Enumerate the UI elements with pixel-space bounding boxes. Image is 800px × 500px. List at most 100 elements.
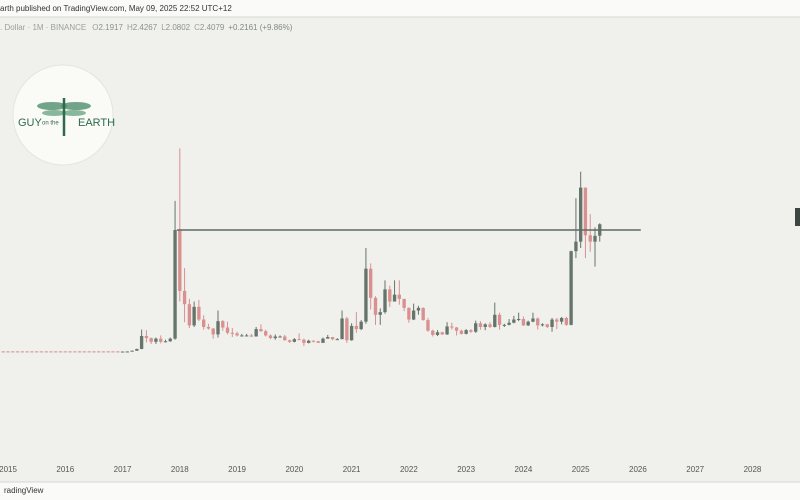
candle-body xyxy=(197,306,201,320)
candle-body xyxy=(321,338,325,343)
candle-body xyxy=(30,351,34,353)
logo-text: EARTH xyxy=(78,117,115,129)
candle-body xyxy=(345,318,349,341)
candle-body xyxy=(392,294,397,302)
candle-body xyxy=(407,307,411,320)
candle-body xyxy=(431,330,435,335)
candle-body xyxy=(87,351,91,353)
candle-body xyxy=(531,318,535,322)
candle-body xyxy=(359,321,363,330)
candle-body xyxy=(187,304,192,326)
candle-body xyxy=(278,336,282,338)
candle-body xyxy=(96,351,101,353)
candle-body xyxy=(311,340,316,342)
x-tick-label: 2016 xyxy=(56,465,74,474)
candle-body xyxy=(139,335,144,349)
header-text: arth published on TradingView.com, May 0… xyxy=(0,4,232,13)
candle-body xyxy=(116,351,120,353)
legend-item: H xyxy=(127,23,133,32)
candle-body xyxy=(445,326,449,335)
x-tick-label: 2028 xyxy=(744,465,762,474)
candle-body xyxy=(416,307,421,311)
candle-body xyxy=(120,351,125,353)
candle-body xyxy=(378,312,382,315)
logo-wing xyxy=(61,102,91,110)
logo-text: GUY xyxy=(18,117,43,129)
candle-body xyxy=(264,331,268,336)
candle-body xyxy=(559,317,564,322)
candle-body xyxy=(58,351,63,353)
candle-body xyxy=(526,321,530,326)
candle-body xyxy=(383,289,387,313)
legend-item: . Dollar · 1M · BINANCE xyxy=(0,23,86,32)
candle-body xyxy=(135,348,139,351)
legend-item: 2.1917 xyxy=(98,23,123,32)
candle-body xyxy=(354,325,359,330)
candle-body xyxy=(254,329,258,337)
candle-body xyxy=(550,319,554,327)
x-tick-label: 2018 xyxy=(171,465,189,474)
x-tick-label: 2020 xyxy=(285,465,303,474)
x-tick-label: 2027 xyxy=(686,465,704,474)
legend-item: L xyxy=(161,23,166,32)
candle-body xyxy=(474,323,478,332)
candle-body xyxy=(192,306,196,326)
candle-body xyxy=(216,321,220,335)
candle-body xyxy=(411,310,416,320)
legend-item: 2.0802 xyxy=(166,23,191,32)
symbol-legend: . Dollar · 1M · BINANCE O2.1917 H2.4267 L2.… xyxy=(0,23,293,32)
logo-wing xyxy=(42,110,66,116)
candle-body xyxy=(77,351,82,353)
candle-body xyxy=(335,339,339,341)
candle-body xyxy=(68,351,72,353)
candle-body xyxy=(450,326,454,328)
candle-body xyxy=(316,341,320,343)
candle-body xyxy=(340,318,344,340)
candle-body xyxy=(249,335,254,337)
candle-body xyxy=(34,351,39,353)
candle-body xyxy=(516,319,521,321)
candle-body xyxy=(111,351,115,353)
candle-body xyxy=(182,290,187,305)
candle-body xyxy=(369,268,373,298)
candle-body xyxy=(54,351,58,353)
candle-body xyxy=(488,324,492,327)
candle-body xyxy=(44,351,48,353)
candle-body xyxy=(163,341,168,343)
candle-body xyxy=(588,235,592,242)
candle-body xyxy=(92,351,96,353)
candle-body xyxy=(583,187,588,236)
candle-body xyxy=(6,351,10,353)
candle-body xyxy=(521,319,526,326)
x-tick-label: 2022 xyxy=(400,465,418,474)
footer-bar xyxy=(0,482,800,500)
candle-body xyxy=(73,351,77,353)
candle-body xyxy=(168,338,172,342)
candle-body xyxy=(15,351,20,353)
legend-item: C xyxy=(194,23,200,32)
x-tick-label: 2026 xyxy=(629,465,647,474)
candle-body xyxy=(545,324,549,327)
candle-body xyxy=(349,325,354,341)
legend-text: . Dollar · 1M · BINANCE O2.1917 H2.4267 L2.… xyxy=(0,23,293,32)
candle-body xyxy=(206,326,211,329)
candle-body xyxy=(1,351,5,353)
candle-body xyxy=(483,324,487,327)
candle-body xyxy=(101,351,106,353)
candle-body xyxy=(402,298,406,308)
x-tick-label: 2017 xyxy=(114,465,132,474)
candle-body xyxy=(397,294,401,299)
legend-item: O xyxy=(92,23,98,32)
logo-wing xyxy=(62,110,86,116)
candle-body xyxy=(49,351,53,353)
candle-body xyxy=(130,350,134,352)
logo-wing xyxy=(37,102,67,110)
candle-body xyxy=(244,335,249,337)
footer-text: radingView xyxy=(4,486,44,495)
candle-body xyxy=(297,339,301,341)
candle-body xyxy=(154,338,158,342)
price-marker xyxy=(795,208,800,226)
candle-body xyxy=(211,328,215,335)
